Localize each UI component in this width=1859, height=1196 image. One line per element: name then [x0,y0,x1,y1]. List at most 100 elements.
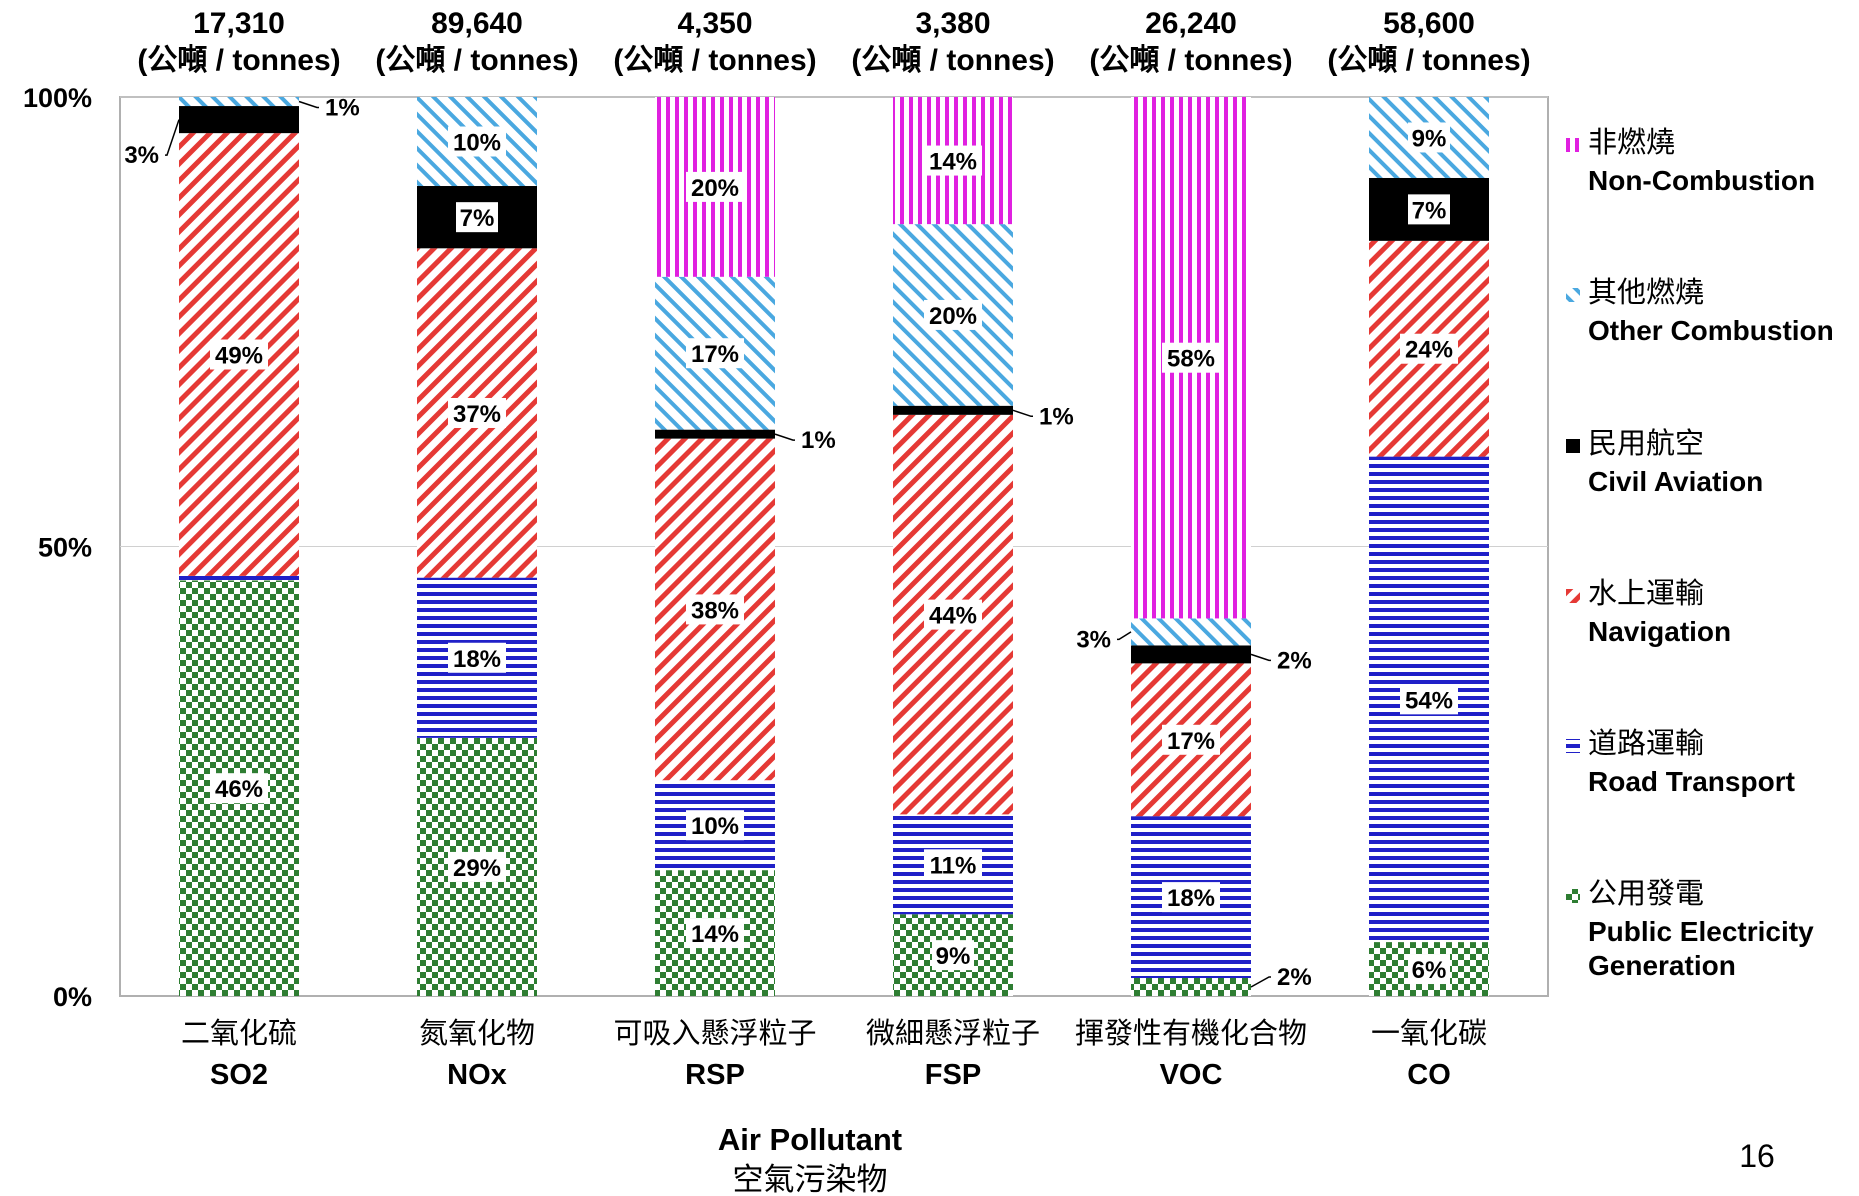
y-tick-label: 50% [38,533,92,563]
legend-label-road-transport: Road Transport [1588,766,1795,797]
data-label-co-other-combustion: 9% [1412,125,1447,152]
data-label-so2-civil-aviation: 3% [124,142,159,169]
bar-so2-other-combustion [179,97,299,107]
data-label-co-road-transport: 54% [1405,687,1453,714]
x-tick-label-fsp: FSP [925,1059,981,1091]
data-label-fsp-other-combustion: 20% [929,303,977,330]
legend-swatch-road-transport [1566,739,1580,753]
data-label-rsp-non-combustion-bg [686,171,744,202]
data-label-nox-public-electricity-generation-bg [448,851,506,882]
data-label-fsp-civil-aviation-leader [1012,409,1033,418]
legend-swatch-civil-aviation [1566,439,1580,453]
data-label-voc-public-electricity-generation: 2% [1277,964,1312,991]
data-label-voc-navigation: 17% [1167,728,1215,755]
data-label-co-navigation: 24% [1405,337,1453,364]
data-label-co-civil-aviation-bg [1408,194,1450,225]
legend-label-other-combustion: Other Combustion [1588,315,1834,346]
data-label-fsp-public-electricity-generation-bg [932,940,974,971]
data-label-so2-navigation: 49% [215,343,263,370]
data-label-fsp-other-combustion-bg [924,299,982,330]
total-value-so2: 17,310 [193,7,285,40]
data-label-fsp-road-transport: 11% [930,852,977,879]
bar-voc-other-combustion [1131,618,1251,646]
data-label-nox-civil-aviation-bg [456,202,498,233]
bar-voc-civil-aviation [1131,645,1251,664]
data-label-voc-civil-aviation: 2% [1277,647,1312,674]
data-label-rsp-other-combustion-bg [686,338,744,369]
y-tick-label: 0% [53,982,92,1012]
x-tick-label-zh-so2: 二氧化硫 [181,1016,297,1050]
data-label-fsp-road-transport-bg [924,849,982,880]
legend-label-zh-road-transport: 道路運輸 [1588,726,1704,760]
data-label-nox-public-electricity-generation: 29% [453,855,501,882]
x-tick-label-so2: SO2 [210,1059,268,1091]
data-label-nox-other-combustion-bg [448,126,506,157]
total-value-nox: 89,640 [431,7,523,40]
total-value-fsp: 3,380 [915,7,990,40]
bar-so2-road-transport [179,575,299,581]
legend-swatch-other-combustion [1566,288,1580,302]
total-unit-voc: (公噸 / tonnes) [1089,44,1292,77]
legend-label-public-electricity-generation-line2: Generation [1588,950,1736,981]
data-label-rsp-public-electricity-generation: 14% [691,921,739,948]
data-label-voc-public-electricity-generation-leader [1250,976,1271,988]
data-label-fsp-non-combustion: 14% [929,149,977,176]
page-number: 16 [1739,1138,1775,1174]
legend-swatch-public-electricity-generation [1566,889,1580,903]
data-label-co-public-electricity-generation: 6% [1412,957,1447,984]
data-label-fsp-navigation: 44% [929,603,977,630]
legend-label-zh-non-combustion: 非燃燒 [1588,125,1675,159]
x-tick-label-co: CO [1407,1059,1451,1091]
data-label-co-public-electricity-generation-bg [1408,954,1450,985]
x-tick-label-voc: VOC [1160,1059,1223,1091]
data-label-co-other-combustion-bg [1408,122,1450,153]
legend-label-zh-other-combustion: 其他燃燒 [1588,275,1704,309]
data-label-fsp-public-electricity-generation: 9% [936,943,971,970]
x-tick-label-zh-voc: 揮發性有機化合物 [1075,1016,1307,1050]
data-label-voc-road-transport-bg [1162,882,1220,913]
data-label-fsp-non-combustion-bg [924,145,982,176]
bar-voc-public-electricity-generation [1131,978,1251,996]
data-label-co-civil-aviation: 7% [1412,197,1447,224]
data-label-rsp-road-transport-bg [686,810,744,841]
legend-label-zh-navigation: 水上運輸 [1588,576,1704,610]
total-value-rsp: 4,350 [677,7,752,40]
data-label-voc-road-transport: 18% [1167,885,1215,912]
data-label-nox-road-transport: 18% [453,646,501,673]
legend-label-public-electricity-generation-line1: Public Electricity [1588,916,1814,947]
bar-so2-civil-aviation [179,106,299,134]
total-unit-nox: (公噸 / tonnes) [375,44,578,77]
data-label-rsp-road-transport: 10% [691,813,739,840]
data-label-voc-other-combustion-leader [1117,631,1132,641]
data-label-rsp-navigation: 38% [691,597,739,624]
total-unit-co: (公噸 / tonnes) [1327,44,1530,77]
data-label-rsp-navigation-bg [686,594,744,625]
legend-label-civil-aviation: Civil Aviation [1588,466,1763,497]
x-tick-label-zh-co: 一氧化碳 [1371,1016,1487,1050]
data-label-rsp-civil-aviation-leader [774,433,795,441]
x-tick-label-zh-rsp: 可吸入懸浮粒子 [613,1016,816,1050]
bar-fsp-civil-aviation [893,405,1013,415]
data-label-voc-non-combustion-bg [1162,342,1220,373]
data-label-rsp-non-combustion: 20% [691,175,739,202]
data-label-so2-civil-aviation-leader [165,119,180,156]
data-label-nox-navigation-bg [448,397,506,428]
data-label-rsp-public-electricity-generation-bg [686,918,744,949]
legend-label-non-combustion: Non-Combustion [1588,165,1815,196]
x-tick-label-zh-fsp: 微細懸浮粒子 [866,1016,1040,1050]
data-label-voc-other-combustion: 3% [1076,626,1111,653]
data-label-fsp-civil-aviation: 1% [1039,403,1074,430]
data-label-nox-navigation: 37% [453,401,501,428]
total-unit-rsp: (公噸 / tonnes) [613,44,816,77]
legend-label-navigation: Navigation [1588,616,1731,647]
data-label-voc-non-combustion: 58% [1167,346,1215,373]
data-label-voc-navigation-bg [1162,724,1220,755]
data-label-rsp-civil-aviation: 1% [801,427,836,454]
data-label-voc-civil-aviation-leader [1250,653,1271,662]
total-unit-fsp: (公噸 / tonnes) [851,44,1054,77]
data-label-nox-other-combustion: 10% [453,130,501,157]
legend-swatch-non-combustion [1566,138,1580,152]
x-tick-label-rsp: RSP [685,1059,745,1091]
data-label-so2-public-electricity-generation: 46% [215,776,263,803]
